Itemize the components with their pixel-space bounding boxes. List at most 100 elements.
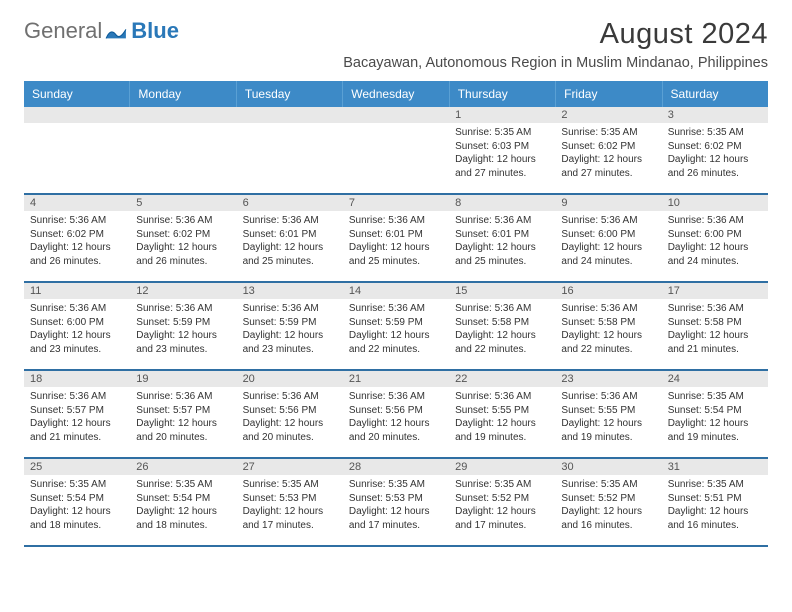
day-cell (24, 107, 130, 193)
day-cell: 14Sunrise: 5:36 AMSunset: 5:59 PMDayligh… (343, 283, 449, 369)
weekday-header: Saturday (663, 81, 768, 107)
daylight-text: Daylight: 12 hours and 16 minutes. (668, 505, 762, 532)
daylight-text: Daylight: 12 hours and 17 minutes. (455, 505, 549, 532)
day-number: 10 (662, 195, 768, 211)
day-cell: 18Sunrise: 5:36 AMSunset: 5:57 PMDayligh… (24, 371, 130, 457)
week-row: 11Sunrise: 5:36 AMSunset: 6:00 PMDayligh… (24, 283, 768, 371)
sunrise-text: Sunrise: 5:36 AM (30, 302, 124, 316)
day-number (343, 107, 449, 123)
sunrise-text: Sunrise: 5:36 AM (349, 302, 443, 316)
day-cell: 4Sunrise: 5:36 AMSunset: 6:02 PMDaylight… (24, 195, 130, 281)
weekday-header-row: Sunday Monday Tuesday Wednesday Thursday… (24, 81, 768, 107)
sunrise-text: Sunrise: 5:36 AM (668, 214, 762, 228)
day-number: 6 (237, 195, 343, 211)
sunrise-text: Sunrise: 5:36 AM (668, 302, 762, 316)
sunset-text: Sunset: 6:01 PM (455, 228, 549, 242)
day-cell (130, 107, 236, 193)
sunrise-text: Sunrise: 5:35 AM (561, 478, 655, 492)
day-details: Sunrise: 5:35 AMSunset: 5:54 PMDaylight:… (662, 387, 768, 448)
sunrise-text: Sunrise: 5:35 AM (668, 126, 762, 140)
sunset-text: Sunset: 5:53 PM (349, 492, 443, 506)
daylight-text: Daylight: 12 hours and 22 minutes. (561, 329, 655, 356)
day-details: Sunrise: 5:35 AMSunset: 6:02 PMDaylight:… (662, 123, 768, 184)
weekday-header: Sunday (24, 81, 130, 107)
day-number: 21 (343, 371, 449, 387)
day-number: 29 (449, 459, 555, 475)
daylight-text: Daylight: 12 hours and 16 minutes. (561, 505, 655, 532)
day-cell: 10Sunrise: 5:36 AMSunset: 6:00 PMDayligh… (662, 195, 768, 281)
sunrise-text: Sunrise: 5:36 AM (561, 390, 655, 404)
day-details: Sunrise: 5:35 AMSunset: 5:52 PMDaylight:… (449, 475, 555, 536)
day-cell: 31Sunrise: 5:35 AMSunset: 5:51 PMDayligh… (662, 459, 768, 545)
day-details: Sunrise: 5:35 AMSunset: 5:54 PMDaylight:… (24, 475, 130, 536)
sunrise-text: Sunrise: 5:36 AM (30, 214, 124, 228)
sunrise-text: Sunrise: 5:36 AM (243, 302, 337, 316)
logo-text-blue: Blue (131, 18, 179, 44)
daylight-text: Daylight: 12 hours and 25 minutes. (243, 241, 337, 268)
daylight-text: Daylight: 12 hours and 18 minutes. (30, 505, 124, 532)
sunrise-text: Sunrise: 5:36 AM (455, 214, 549, 228)
sunset-text: Sunset: 5:59 PM (136, 316, 230, 330)
day-cell: 16Sunrise: 5:36 AMSunset: 5:58 PMDayligh… (555, 283, 661, 369)
sunrise-text: Sunrise: 5:36 AM (30, 390, 124, 404)
daylight-text: Daylight: 12 hours and 19 minutes. (561, 417, 655, 444)
sunset-text: Sunset: 5:54 PM (30, 492, 124, 506)
sunset-text: Sunset: 5:58 PM (561, 316, 655, 330)
day-details: Sunrise: 5:36 AMSunset: 6:02 PMDaylight:… (130, 211, 236, 272)
sunrise-text: Sunrise: 5:35 AM (136, 478, 230, 492)
week-row: 4Sunrise: 5:36 AMSunset: 6:02 PMDaylight… (24, 195, 768, 283)
sunset-text: Sunset: 5:59 PM (243, 316, 337, 330)
day-cell: 7Sunrise: 5:36 AMSunset: 6:01 PMDaylight… (343, 195, 449, 281)
day-details: Sunrise: 5:36 AMSunset: 5:58 PMDaylight:… (662, 299, 768, 360)
week-row: 18Sunrise: 5:36 AMSunset: 5:57 PMDayligh… (24, 371, 768, 459)
sunrise-text: Sunrise: 5:36 AM (136, 302, 230, 316)
day-number (24, 107, 130, 123)
sunrise-text: Sunrise: 5:35 AM (455, 126, 549, 140)
day-number: 28 (343, 459, 449, 475)
day-details (237, 123, 343, 130)
day-number: 4 (24, 195, 130, 211)
day-number: 30 (555, 459, 661, 475)
sunset-text: Sunset: 6:00 PM (561, 228, 655, 242)
sunset-text: Sunset: 5:54 PM (136, 492, 230, 506)
day-number: 7 (343, 195, 449, 211)
sunset-text: Sunset: 5:52 PM (561, 492, 655, 506)
day-details: Sunrise: 5:35 AMSunset: 5:54 PMDaylight:… (130, 475, 236, 536)
day-details: Sunrise: 5:36 AMSunset: 5:57 PMDaylight:… (24, 387, 130, 448)
day-details: Sunrise: 5:35 AMSunset: 6:03 PMDaylight:… (449, 123, 555, 184)
day-number: 23 (555, 371, 661, 387)
daylight-text: Daylight: 12 hours and 25 minutes. (455, 241, 549, 268)
logo: General Blue (24, 18, 179, 44)
daylight-text: Daylight: 12 hours and 25 minutes. (349, 241, 443, 268)
day-number: 25 (24, 459, 130, 475)
day-number: 16 (555, 283, 661, 299)
daylight-text: Daylight: 12 hours and 21 minutes. (30, 417, 124, 444)
day-number (237, 107, 343, 123)
day-cell: 15Sunrise: 5:36 AMSunset: 5:58 PMDayligh… (449, 283, 555, 369)
day-number: 12 (130, 283, 236, 299)
sunset-text: Sunset: 6:02 PM (136, 228, 230, 242)
sunrise-text: Sunrise: 5:35 AM (30, 478, 124, 492)
day-details: Sunrise: 5:36 AMSunset: 6:01 PMDaylight:… (343, 211, 449, 272)
daylight-text: Daylight: 12 hours and 23 minutes. (30, 329, 124, 356)
daylight-text: Daylight: 12 hours and 19 minutes. (668, 417, 762, 444)
day-cell: 6Sunrise: 5:36 AMSunset: 6:01 PMDaylight… (237, 195, 343, 281)
sunrise-text: Sunrise: 5:36 AM (455, 302, 549, 316)
day-number: 2 (555, 107, 661, 123)
day-details: Sunrise: 5:36 AMSunset: 5:55 PMDaylight:… (449, 387, 555, 448)
day-details: Sunrise: 5:36 AMSunset: 5:58 PMDaylight:… (555, 299, 661, 360)
day-cell: 22Sunrise: 5:36 AMSunset: 5:55 PMDayligh… (449, 371, 555, 457)
day-cell: 13Sunrise: 5:36 AMSunset: 5:59 PMDayligh… (237, 283, 343, 369)
sunrise-text: Sunrise: 5:36 AM (349, 214, 443, 228)
daylight-text: Daylight: 12 hours and 17 minutes. (349, 505, 443, 532)
day-cell: 9Sunrise: 5:36 AMSunset: 6:00 PMDaylight… (555, 195, 661, 281)
day-number: 31 (662, 459, 768, 475)
sunrise-text: Sunrise: 5:36 AM (243, 214, 337, 228)
sunset-text: Sunset: 5:56 PM (349, 404, 443, 418)
daylight-text: Daylight: 12 hours and 24 minutes. (668, 241, 762, 268)
daylight-text: Daylight: 12 hours and 26 minutes. (668, 153, 762, 180)
daylight-text: Daylight: 12 hours and 22 minutes. (349, 329, 443, 356)
sunset-text: Sunset: 5:54 PM (668, 404, 762, 418)
day-number: 8 (449, 195, 555, 211)
day-number: 14 (343, 283, 449, 299)
